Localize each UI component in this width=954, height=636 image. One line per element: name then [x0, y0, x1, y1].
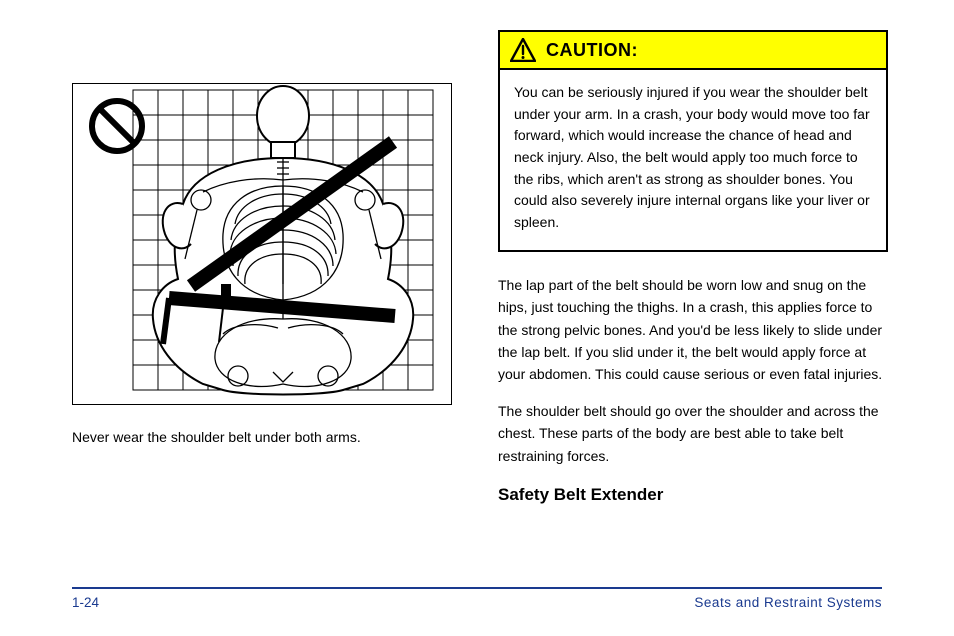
left-column: Never wear the shoulder belt under both …	[72, 30, 452, 508]
caution-title: CAUTION:	[546, 40, 638, 61]
footer-page-number: 1-24	[72, 595, 99, 610]
caution-header: CAUTION:	[500, 32, 886, 70]
body-paragraph: The shoulder belt should go over the sho…	[498, 400, 888, 467]
footer-section: Seats and Restraint Systems	[694, 595, 882, 610]
page-footer: 1-24 Seats and Restraint Systems	[72, 587, 882, 610]
right-body-text: The lap part of the belt should be worn …	[498, 274, 888, 508]
warning-triangle-icon	[510, 38, 536, 62]
left-caption: Never wear the shoulder belt under both …	[72, 427, 452, 448]
section-title: Safety Belt Extender	[498, 481, 888, 508]
right-column: CAUTION: You can be seriously injured if…	[498, 30, 888, 508]
caution-body: You can be seriously injured if you wear…	[500, 70, 886, 250]
seatbelt-wrong-diagram	[73, 84, 449, 402]
caution-box: CAUTION: You can be seriously injured if…	[498, 30, 888, 252]
figure-box	[72, 83, 452, 405]
body-paragraph: The lap part of the belt should be worn …	[498, 274, 888, 386]
